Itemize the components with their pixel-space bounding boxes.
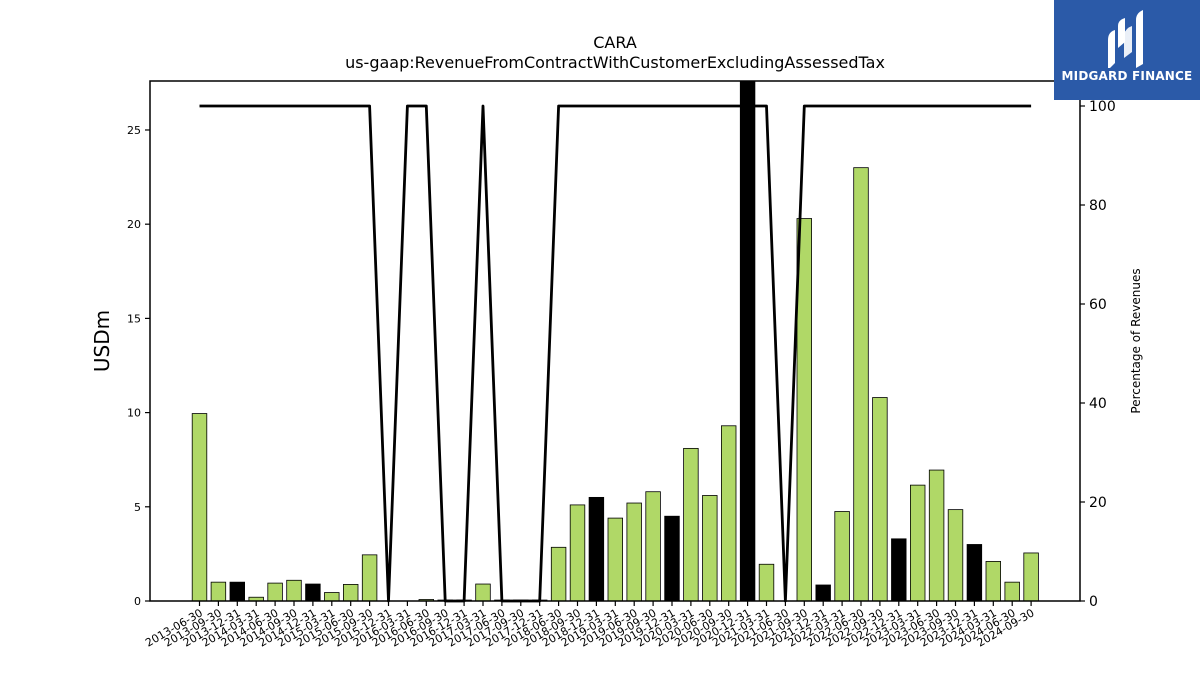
bar — [626, 502, 642, 602]
bar — [267, 582, 283, 602]
bar — [1023, 552, 1039, 602]
bar — [683, 447, 699, 602]
bar — [664, 515, 680, 602]
bar — [910, 484, 926, 602]
y2-tick-label: 20 — [1089, 495, 1107, 511]
bar — [985, 561, 1002, 602]
y-axis-ticks: 0 5 10 15 20 25 — [127, 124, 150, 608]
bar — [588, 496, 605, 602]
bar — [815, 584, 831, 602]
y2-axis-label: Percentage of Revenues — [1129, 268, 1143, 413]
y-axis-label: USDm — [90, 310, 114, 372]
bar — [229, 581, 246, 602]
y2-tick-label: 60 — [1089, 297, 1107, 313]
bar — [1004, 581, 1020, 602]
midgard-logo-icon — [1108, 10, 1143, 68]
bar — [191, 413, 208, 602]
y-tick-label: 5 — [134, 501, 141, 514]
y-tick-label: 0 — [134, 595, 141, 608]
bar — [739, 80, 756, 602]
x-axis-ticks: 2013-06-302013-09-302013-12-312014-03-31… — [143, 601, 1037, 650]
bar — [891, 538, 907, 602]
bar — [286, 579, 302, 602]
brand-logo-text: MIDGARD FINANCE — [1061, 69, 1193, 83]
y-tick-label: 25 — [127, 124, 141, 137]
y2-tick-label: 100 — [1089, 99, 1116, 115]
y2-tick-label: 40 — [1089, 396, 1107, 412]
bar — [966, 544, 983, 602]
bar — [928, 469, 945, 602]
bar — [721, 425, 737, 602]
bar — [702, 495, 718, 602]
y2-tick-label: 0 — [1089, 594, 1098, 610]
y2-axis-ticks: 0 20 40 60 80 100 — [1080, 99, 1116, 610]
bar — [758, 563, 775, 602]
y-tick-label: 15 — [127, 312, 141, 325]
bar — [607, 517, 624, 602]
brand-logo: MIDGARD FINANCE — [1054, 0, 1200, 100]
bar — [834, 511, 850, 602]
chart-subtitle: us-gaap:RevenueFromContractWithCustomerE… — [345, 53, 885, 72]
y2-tick-label: 80 — [1089, 198, 1107, 214]
percentage-line-series — [199, 104, 1032, 603]
chart-title: CARA — [593, 33, 637, 52]
bar — [569, 504, 586, 602]
y-tick-label: 10 — [127, 407, 141, 420]
bar — [361, 554, 378, 602]
bar — [342, 584, 359, 602]
percentage-line — [199, 104, 1032, 603]
bar — [947, 509, 964, 602]
bar — [872, 397, 888, 602]
bar — [853, 167, 869, 602]
bar — [210, 581, 227, 602]
bar — [475, 583, 491, 602]
y-tick-label: 20 — [127, 218, 141, 231]
bar-series — [191, 80, 1039, 602]
bar — [645, 491, 661, 602]
bar — [305, 583, 321, 602]
bar — [324, 592, 340, 602]
bar — [550, 546, 567, 602]
